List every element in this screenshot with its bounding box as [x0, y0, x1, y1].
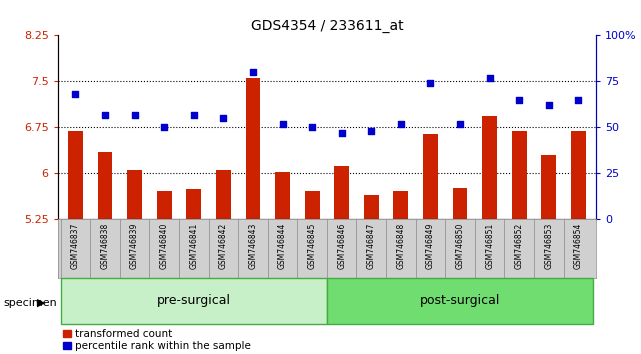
Bar: [512, 131, 527, 354]
Point: [573, 97, 583, 103]
Bar: [453, 188, 467, 354]
Text: GSM746851: GSM746851: [485, 222, 494, 269]
Text: GSM746852: GSM746852: [515, 222, 524, 269]
Point: [129, 112, 140, 118]
Text: GSM746850: GSM746850: [456, 222, 465, 269]
Text: GSM746839: GSM746839: [130, 222, 139, 269]
Point: [218, 115, 228, 121]
Point: [71, 91, 81, 97]
Bar: [327, 278, 593, 324]
Legend: transformed count, percentile rank within the sample: transformed count, percentile rank withi…: [63, 329, 251, 351]
Title: GDS4354 / 233611_at: GDS4354 / 233611_at: [251, 19, 403, 33]
Text: ▶: ▶: [37, 298, 46, 308]
Point: [426, 80, 436, 86]
Point: [188, 112, 199, 118]
Text: specimen: specimen: [3, 298, 57, 308]
Text: GSM746841: GSM746841: [189, 222, 198, 269]
Text: GSM746849: GSM746849: [426, 222, 435, 269]
Bar: [61, 278, 327, 324]
Bar: [187, 189, 201, 354]
Bar: [68, 131, 83, 354]
Bar: [127, 170, 142, 354]
Point: [248, 69, 258, 75]
Point: [395, 121, 406, 127]
Text: GSM746842: GSM746842: [219, 222, 228, 269]
Bar: [97, 152, 112, 354]
Bar: [482, 116, 497, 354]
Bar: [304, 191, 319, 354]
Bar: [423, 133, 438, 354]
Point: [514, 97, 524, 103]
Text: GSM746846: GSM746846: [337, 222, 346, 269]
Text: GSM746853: GSM746853: [544, 222, 553, 269]
Bar: [275, 172, 290, 354]
Text: GSM746838: GSM746838: [101, 222, 110, 269]
Point: [485, 75, 495, 81]
Bar: [571, 131, 586, 354]
Text: GSM746843: GSM746843: [249, 222, 258, 269]
Bar: [216, 170, 231, 354]
Bar: [364, 195, 379, 354]
Text: GSM746844: GSM746844: [278, 222, 287, 269]
Text: GSM746845: GSM746845: [308, 222, 317, 269]
Point: [159, 125, 169, 130]
Point: [337, 130, 347, 136]
Point: [544, 103, 554, 108]
Point: [455, 121, 465, 127]
Text: post-surgical: post-surgical: [420, 295, 500, 307]
Point: [366, 128, 376, 134]
Text: GSM746837: GSM746837: [71, 222, 80, 269]
Text: GSM746854: GSM746854: [574, 222, 583, 269]
Bar: [246, 78, 260, 354]
Bar: [394, 191, 408, 354]
Text: GSM746848: GSM746848: [396, 222, 405, 269]
Bar: [542, 155, 556, 354]
Point: [278, 121, 288, 127]
Text: GSM746840: GSM746840: [160, 222, 169, 269]
Text: GSM746847: GSM746847: [367, 222, 376, 269]
Text: pre-surgical: pre-surgical: [157, 295, 231, 307]
Point: [100, 112, 110, 118]
Point: [307, 125, 317, 130]
Bar: [335, 166, 349, 354]
Bar: [157, 191, 172, 354]
